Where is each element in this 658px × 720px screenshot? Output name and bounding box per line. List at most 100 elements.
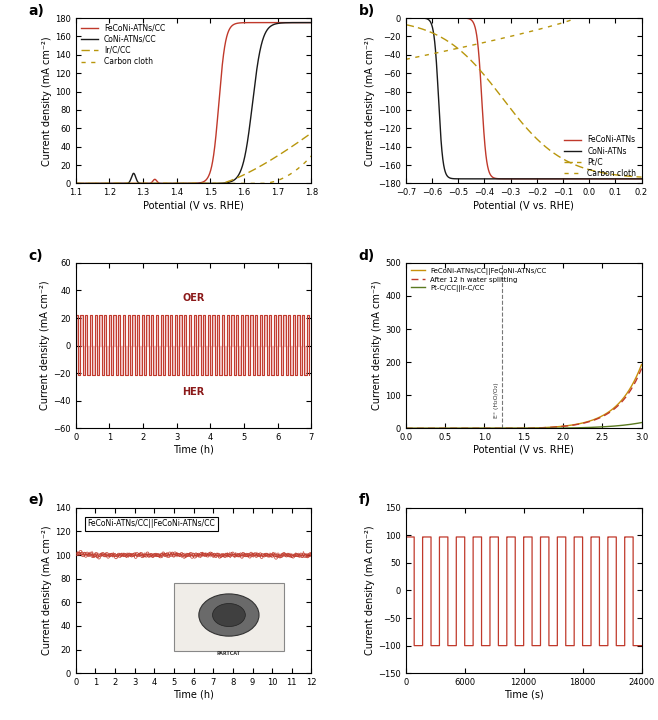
Point [199,549,209,560]
Point [184,549,195,561]
Point [263,550,274,562]
Point [172,549,183,560]
Point [162,549,172,560]
Point [118,549,129,561]
X-axis label: Time (s): Time (s) [504,690,544,700]
Point [265,550,275,562]
Point [91,548,101,559]
Point [250,549,261,560]
Point [277,549,288,561]
Point [82,548,92,559]
Point [122,549,133,561]
Point [232,549,242,560]
Point [117,549,128,560]
Point [215,551,225,562]
Point [130,552,141,563]
Point [136,548,146,559]
Point [76,548,87,559]
Point [192,549,203,561]
Point [273,550,284,562]
Point [97,548,108,559]
Point [295,549,306,560]
Point [218,549,229,561]
Point [113,549,124,560]
Point [213,549,224,560]
Point [297,551,307,562]
Text: E° (H₂O/O₂): E° (H₂O/O₂) [494,383,499,418]
Point [174,549,184,561]
Point [230,550,241,562]
Point [134,549,145,560]
Point [100,549,111,561]
Point [159,549,170,561]
Point [80,550,91,562]
Point [302,551,313,562]
Point [83,549,93,561]
Point [249,549,259,560]
Point [196,548,207,559]
X-axis label: Time (h): Time (h) [173,445,214,455]
Point [203,550,213,562]
Point [126,550,137,562]
Point [142,548,153,559]
Point [96,549,107,560]
Y-axis label: Current density (mA cm⁻²): Current density (mA cm⁻²) [365,526,375,655]
Point [282,549,293,560]
Point [86,548,96,559]
Point [238,548,249,559]
Point [84,549,95,561]
Point [191,549,201,560]
Point [220,550,230,562]
Point [233,549,243,561]
X-axis label: Potential (V vs. RHE): Potential (V vs. RHE) [473,200,574,210]
Point [112,550,122,562]
Point [195,550,205,562]
Point [153,549,163,561]
Point [151,549,162,561]
Point [259,550,270,562]
Point [114,550,125,562]
Point [245,551,255,562]
Point [242,549,253,561]
Text: c): c) [28,248,43,263]
Point [197,548,208,559]
Point [72,548,83,559]
Point [168,550,179,562]
Text: HER: HER [182,387,205,397]
Point [188,549,199,561]
Point [251,550,262,562]
Point [183,549,193,560]
Point [179,551,190,562]
Point [71,549,82,560]
Point [301,550,311,562]
Point [190,551,200,562]
Point [157,549,167,560]
Point [276,550,286,562]
Point [216,550,226,562]
Point [145,550,155,562]
Point [93,552,104,563]
Point [163,551,174,562]
Point [187,551,197,562]
Point [132,548,142,559]
Point [133,549,143,561]
Text: b): b) [359,4,375,18]
Point [105,549,116,561]
Point [182,549,192,561]
Point [288,551,298,562]
Point [243,549,254,561]
Point [209,549,220,560]
Point [285,550,295,562]
Point [171,549,182,560]
Point [74,548,84,559]
X-axis label: Time (h): Time (h) [173,690,214,700]
Point [274,551,285,562]
Point [262,549,272,560]
Point [128,549,138,561]
Point [222,549,233,561]
Point [104,549,114,561]
Point [241,549,251,561]
Point [253,549,263,560]
Point [88,550,99,562]
Point [155,551,166,562]
